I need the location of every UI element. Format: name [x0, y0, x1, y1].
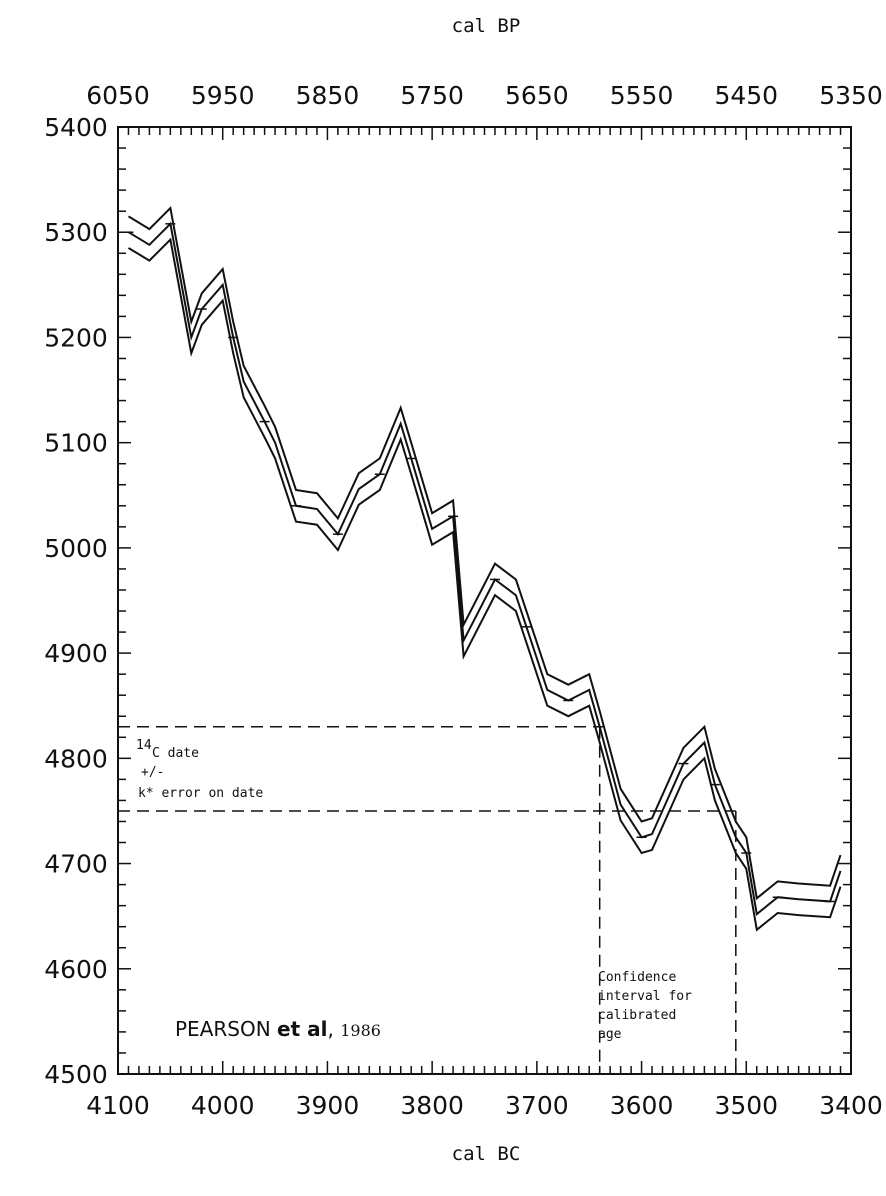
- left-tick-label: 5000: [44, 534, 108, 563]
- top-tick-label: 5550: [610, 81, 674, 110]
- top-tick-labels: 6050 5950 5850 5750 5650 5550 5450 5350: [86, 81, 883, 110]
- credit-year: 1986: [340, 1021, 381, 1040]
- left-tick-label: 5300: [44, 218, 108, 247]
- left-tick-label: 4800: [44, 744, 108, 773]
- top-axis-title: cal BP: [452, 15, 521, 37]
- top-tick-label: 5750: [400, 81, 464, 110]
- credit-name: PEARSON: [175, 1017, 271, 1041]
- c14-error-label: k* error on date: [138, 786, 263, 801]
- top-tick-label: 5350: [819, 81, 883, 110]
- bottom-tick-label: 3600: [610, 1091, 674, 1120]
- bottom-axis-title: cal BC: [452, 1143, 521, 1165]
- top-tick-label: 6050: [86, 81, 150, 110]
- bottom-tick-label: 3500: [714, 1091, 778, 1120]
- radiocarbon-date-band: [118, 726, 736, 812]
- calibration-centre-line: [127, 221, 842, 916]
- calibration-lower-line: [127, 237, 842, 932]
- calibration-upper-line: [127, 205, 842, 901]
- c14-date-label: C date: [152, 746, 199, 761]
- left-tick-label: 5200: [44, 323, 108, 352]
- credit-comma: ,: [328, 1017, 334, 1041]
- top-tick-label: 5450: [714, 81, 778, 110]
- ci-label-1: Confidence: [598, 970, 676, 985]
- left-tick-label: 4900: [44, 639, 108, 668]
- ci-label-3: calibrated: [598, 1008, 676, 1023]
- left-tick-label: 4700: [44, 850, 108, 879]
- source-credit: PEARSON et al, 1986: [175, 1017, 381, 1041]
- calibration-curves: [127, 205, 842, 932]
- bottom-tick-labels: 4100 4000 3900 3800 3700 3600 3500 3400: [86, 1091, 883, 1120]
- top-tick-label: 5950: [191, 81, 255, 110]
- ci-label-4: age: [598, 1027, 622, 1042]
- top-tick-label: 5850: [296, 81, 360, 110]
- bottom-tick-label: 3900: [296, 1091, 360, 1120]
- c14-plusminus-label: +/-: [141, 765, 164, 780]
- confidence-interval-band: [598, 726, 737, 1074]
- axis-ticks: [117, 126, 852, 1075]
- top-tick-label: 5650: [505, 81, 569, 110]
- credit-etal: et al: [277, 1017, 327, 1041]
- bottom-tick-label: 3400: [819, 1091, 883, 1120]
- left-tick-label: 4600: [44, 955, 108, 984]
- curve-error-markers: [123, 223, 836, 903]
- ci-label-2: interval for: [598, 989, 692, 1004]
- bottom-tick-label: 3700: [505, 1091, 569, 1120]
- bottom-tick-label: 3800: [400, 1091, 464, 1120]
- left-tick-labels: 5400 5300 5200 5100 5000 4900 4800 4700 4600 4500: [44, 113, 108, 1089]
- left-tick-label: 4500: [44, 1060, 108, 1089]
- c14-superscript: 14: [136, 738, 152, 753]
- bottom-tick-label: 4000: [191, 1091, 255, 1120]
- left-tick-label: 5100: [44, 429, 108, 458]
- left-tick-label: 5400: [44, 113, 108, 142]
- bottom-tick-label: 4100: [86, 1091, 150, 1120]
